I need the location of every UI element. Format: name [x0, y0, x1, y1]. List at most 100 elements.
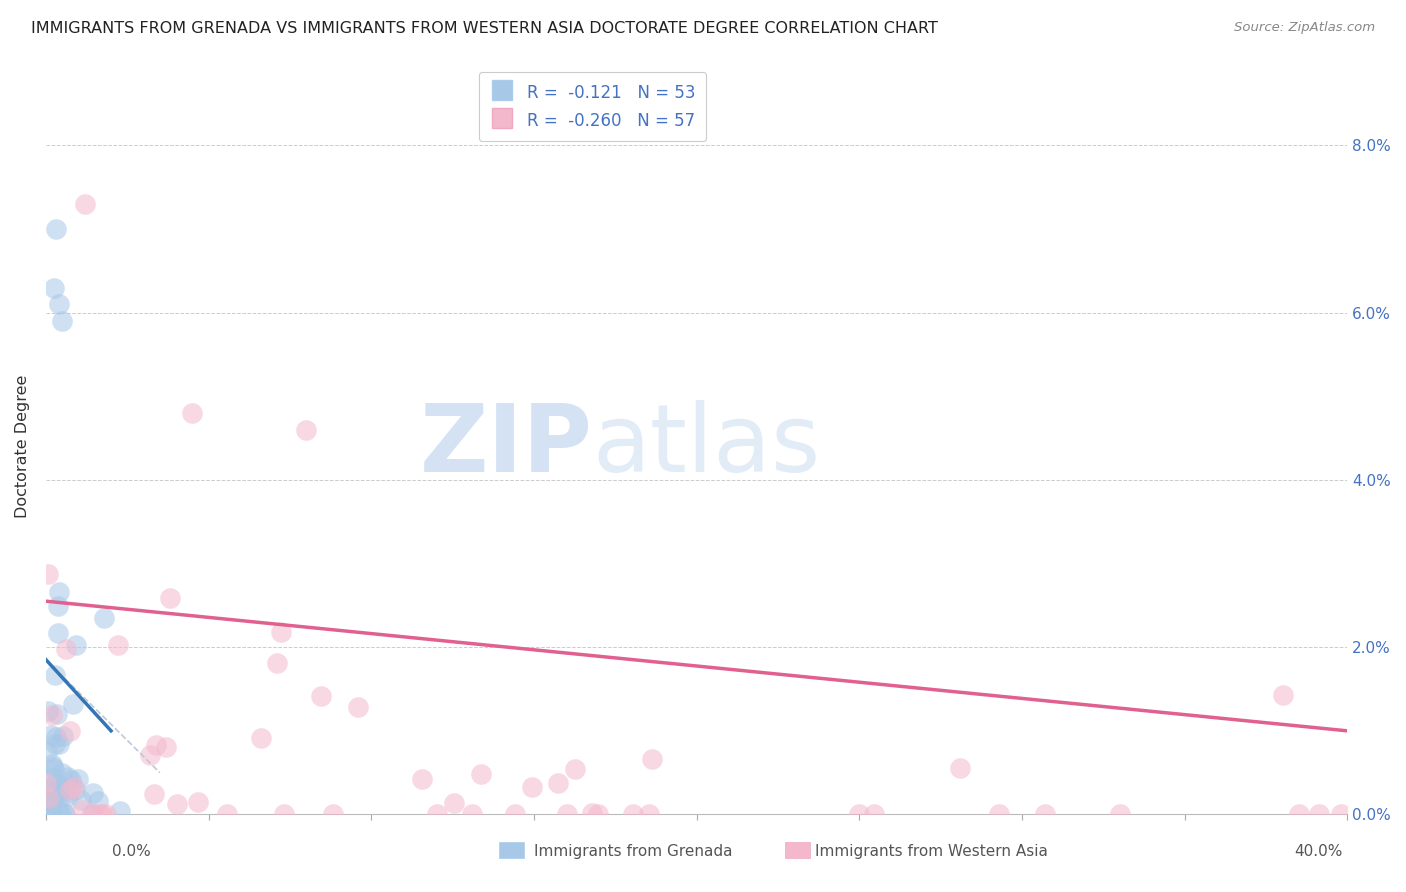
- Point: [48, 788, 70, 802]
- Point: [45, 731, 67, 745]
- Point: [55, 807, 77, 822]
- Point: [581, 805, 603, 820]
- Point: [80, 806, 103, 821]
- Point: [586, 807, 609, 822]
- Point: [1271, 688, 1294, 702]
- Point: [38, 791, 60, 805]
- Point: [87, 794, 110, 808]
- Point: [41, 707, 63, 722]
- Point: [949, 761, 972, 775]
- Text: 0.0%: 0.0%: [112, 845, 152, 859]
- Text: Immigrants from Grenada: Immigrants from Grenada: [534, 845, 733, 859]
- Point: [46, 626, 69, 640]
- Y-axis label: Doctorate Degree: Doctorate Degree: [15, 375, 30, 518]
- Point: [186, 795, 208, 809]
- Point: [49, 807, 72, 822]
- Text: Immigrants from Western Asia: Immigrants from Western Asia: [815, 845, 1049, 859]
- Point: [848, 807, 870, 822]
- Point: [59, 783, 82, 797]
- Point: [470, 767, 492, 781]
- Point: [37, 704, 59, 718]
- Point: [49, 784, 72, 798]
- Point: [48, 584, 70, 599]
- Point: [155, 739, 177, 754]
- Point: [138, 748, 160, 763]
- Point: [143, 787, 166, 801]
- Legend: R =  -0.121   N = 53, R =  -0.260   N = 57: R = -0.121 N = 53, R = -0.260 N = 57: [479, 72, 706, 141]
- Point: [1308, 807, 1330, 822]
- Point: [641, 752, 664, 766]
- Point: [461, 807, 484, 822]
- Point: [39, 728, 62, 742]
- Point: [42, 792, 65, 806]
- Point: [56, 770, 79, 784]
- Point: [37, 566, 59, 581]
- Point: [56, 789, 79, 803]
- Point: [62, 698, 84, 712]
- Text: 40.0%: 40.0%: [1295, 845, 1343, 859]
- Point: [66, 772, 89, 787]
- Point: [60, 772, 83, 787]
- Point: [38, 795, 60, 809]
- Point: [988, 807, 1011, 822]
- Point: [90, 807, 112, 822]
- Point: [555, 807, 578, 822]
- Point: [65, 638, 87, 652]
- Point: [110, 804, 132, 818]
- Point: [1330, 807, 1353, 822]
- Point: [270, 625, 292, 640]
- Point: [44, 784, 66, 798]
- Point: [89, 807, 111, 822]
- Point: [48, 776, 70, 790]
- Point: [48, 297, 70, 311]
- Point: [82, 807, 104, 822]
- Point: [73, 197, 96, 211]
- Point: [63, 782, 86, 797]
- Point: [1108, 807, 1130, 822]
- Point: [443, 797, 465, 811]
- Point: [166, 797, 188, 811]
- Point: [96, 807, 118, 822]
- Point: [45, 222, 67, 236]
- Point: [55, 641, 77, 656]
- Point: [46, 805, 69, 820]
- Point: [1033, 807, 1056, 822]
- Point: [863, 807, 886, 822]
- Point: [181, 406, 204, 420]
- Point: [42, 778, 65, 792]
- Point: [35, 776, 58, 790]
- Point: [63, 780, 86, 794]
- Point: [346, 699, 368, 714]
- Point: [621, 807, 644, 822]
- Point: [250, 731, 273, 745]
- Point: [39, 806, 62, 821]
- Point: [44, 762, 66, 776]
- Point: [51, 729, 73, 743]
- Point: [547, 775, 569, 789]
- Point: [59, 723, 82, 738]
- Point: [51, 789, 73, 804]
- Text: atlas: atlas: [592, 401, 821, 492]
- Point: [35, 795, 58, 809]
- Point: [564, 762, 586, 776]
- Point: [93, 611, 115, 625]
- Point: [72, 803, 94, 817]
- Point: [52, 806, 75, 821]
- Point: [44, 737, 66, 751]
- Point: [41, 806, 63, 821]
- Point: [41, 771, 63, 785]
- Point: [273, 807, 295, 822]
- Point: [311, 689, 333, 703]
- Text: IMMIGRANTS FROM GRENADA VS IMMIGRANTS FROM WESTERN ASIA DOCTORATE DEGREE CORRELA: IMMIGRANTS FROM GRENADA VS IMMIGRANTS FR…: [31, 21, 938, 37]
- Point: [39, 801, 62, 815]
- Point: [82, 786, 104, 800]
- Point: [145, 738, 167, 752]
- Point: [107, 639, 129, 653]
- Point: [51, 765, 73, 780]
- Point: [41, 760, 63, 774]
- Text: Source: ZipAtlas.com: Source: ZipAtlas.com: [1234, 21, 1375, 35]
- Point: [46, 706, 69, 721]
- Text: ZIP: ZIP: [419, 401, 592, 492]
- Point: [266, 657, 288, 671]
- Point: [215, 807, 238, 822]
